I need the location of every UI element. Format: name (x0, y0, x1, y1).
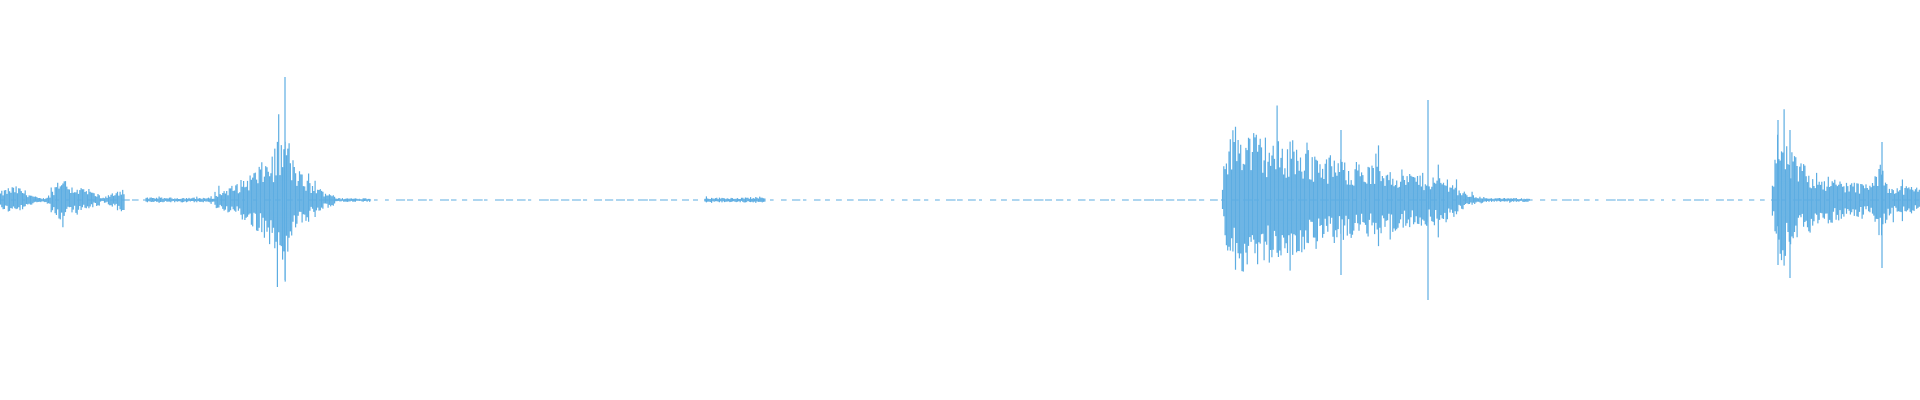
waveform-amplitude-bars (0, 77, 1920, 300)
